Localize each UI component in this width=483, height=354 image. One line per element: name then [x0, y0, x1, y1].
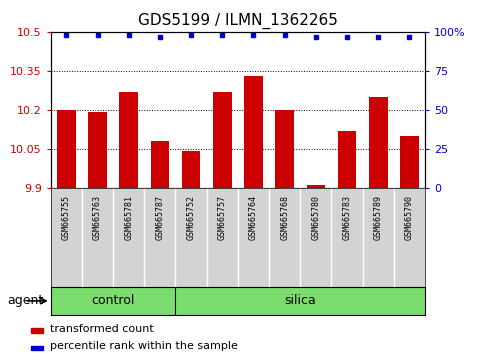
- Text: GSM665787: GSM665787: [156, 195, 164, 240]
- Text: GSM665752: GSM665752: [186, 195, 196, 240]
- Bar: [369, 97, 388, 188]
- Bar: [244, 76, 263, 188]
- Text: transformed count: transformed count: [51, 324, 154, 334]
- Bar: [182, 151, 200, 188]
- Bar: [30, 346, 43, 350]
- Bar: [338, 131, 356, 188]
- Bar: [88, 112, 107, 188]
- Text: GSM665757: GSM665757: [218, 195, 227, 240]
- Text: GSM665781: GSM665781: [124, 195, 133, 240]
- Bar: [57, 110, 76, 188]
- Text: GSM665755: GSM665755: [62, 195, 71, 240]
- Text: GSM665768: GSM665768: [280, 195, 289, 240]
- Title: GDS5199 / ILMN_1362265: GDS5199 / ILMN_1362265: [138, 13, 338, 29]
- Bar: [307, 185, 325, 188]
- Text: percentile rank within the sample: percentile rank within the sample: [51, 341, 238, 351]
- Bar: [400, 136, 419, 188]
- Text: GSM665790: GSM665790: [405, 195, 414, 240]
- Bar: [151, 141, 169, 188]
- Text: control: control: [91, 295, 135, 307]
- Text: GSM665763: GSM665763: [93, 195, 102, 240]
- Bar: [30, 329, 43, 333]
- Text: agent: agent: [7, 295, 43, 307]
- Text: GSM665789: GSM665789: [374, 195, 383, 240]
- Text: silica: silica: [284, 295, 316, 307]
- Bar: [213, 92, 232, 188]
- Text: GSM665783: GSM665783: [342, 195, 352, 240]
- Bar: [275, 110, 294, 188]
- Text: GSM665780: GSM665780: [312, 195, 320, 240]
- Bar: [119, 92, 138, 188]
- Text: GSM665764: GSM665764: [249, 195, 258, 240]
